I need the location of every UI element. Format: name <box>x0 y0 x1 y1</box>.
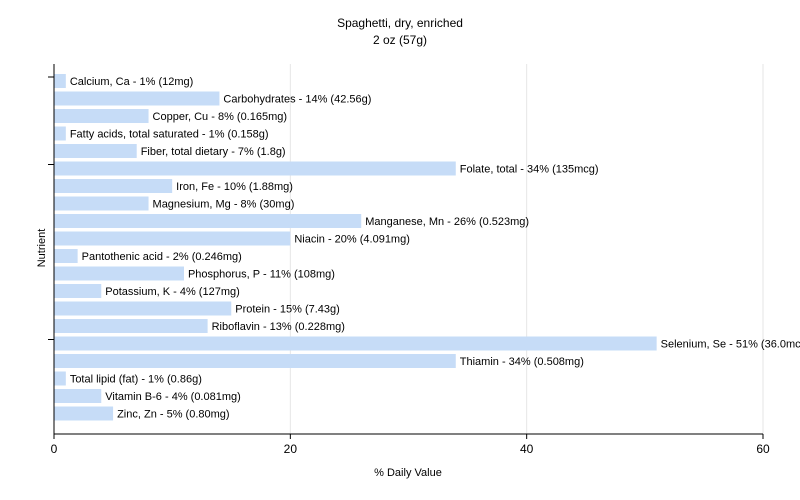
bar-6 <box>54 179 173 193</box>
bar-label-7: Magnesium, Mg - 8% (30mg) <box>153 199 295 211</box>
bar-16 <box>54 354 456 368</box>
bar-10 <box>54 249 78 263</box>
x-tick-label-2: 40 <box>520 442 534 456</box>
bar-17 <box>54 371 66 386</box>
bar-9 <box>54 231 291 246</box>
x-tick-label-3: 60 <box>756 442 770 456</box>
bar-11 <box>54 266 184 281</box>
bar-label-11: Phosphorus, P - 11% (108mg) <box>188 269 335 281</box>
bar-label-6: Iron, Fe - 10% (1.88mg) <box>176 181 293 193</box>
bar-label-17: Total lipid (fat) - 1% (0.86g) <box>70 374 202 386</box>
bar-8 <box>54 214 362 228</box>
bar-3 <box>54 126 66 141</box>
bar-label-5: Folate, total - 34% (135mcg) <box>460 164 599 176</box>
bar-5 <box>54 161 456 176</box>
bar-2 <box>54 109 149 123</box>
bar-19 <box>54 406 114 421</box>
axes: 0 20 40 60 <box>48 64 770 456</box>
bar-4 <box>54 144 137 158</box>
y-axis-label: Nutrient <box>36 229 48 268</box>
bar-1 <box>54 91 220 106</box>
bars: Calcium, Ca - 1% (12mg) Carbohydrates - 1… <box>54 74 800 421</box>
bar-label-18: Vitamin B-6 - 4% (0.081mg) <box>105 391 241 403</box>
bar-label-9: Niacin - 20% (4.091mg) <box>294 234 410 246</box>
bar-label-12: Potassium, K - 4% (127mg) <box>105 286 240 298</box>
bar-label-4: Fiber, total dietary - 7% (1.8g) <box>141 146 286 158</box>
bar-7 <box>54 196 149 211</box>
bar-label-15: Selenium, Se - 51% (36.0mcg) <box>661 339 800 351</box>
bar-14 <box>54 319 208 333</box>
bar-label-3: Fatty acids, total saturated - 1% (0.158… <box>70 129 269 141</box>
bar-0 <box>54 74 66 88</box>
bar-label-10: Pantothenic acid - 2% (0.246mg) <box>82 251 242 263</box>
bar-label-16: Thiamin - 34% (0.508mg) <box>460 356 584 368</box>
bar-label-0: Calcium, Ca - 1% (12mg) <box>70 76 193 88</box>
chart-subtitle: 2 oz (57g) <box>373 33 427 47</box>
bar-13 <box>54 301 232 316</box>
bar-15 <box>54 336 657 351</box>
x-tick-label-1: 20 <box>284 442 298 456</box>
x-axis-label: % Daily Value <box>374 467 442 479</box>
grid-lines <box>289 64 764 434</box>
bar-12 <box>54 284 102 298</box>
chart-title: Spaghetti, dry, enriched <box>337 16 463 30</box>
bar-18 <box>54 389 102 403</box>
bar-label-14: Riboflavin - 13% (0.228mg) <box>212 321 345 333</box>
bar-label-2: Copper, Cu - 8% (0.165mg) <box>153 111 288 123</box>
bar-label-13: Protein - 15% (7.43g) <box>235 304 340 316</box>
bar-label-1: Carbohydrates - 14% (42.56g) <box>223 94 371 106</box>
x-tick-label-0: 0 <box>51 442 58 456</box>
bar-label-8: Manganese, Mn - 26% (0.523mg) <box>365 216 529 228</box>
bar-label-19: Zinc, Zn - 5% (0.80mg) <box>117 409 229 421</box>
